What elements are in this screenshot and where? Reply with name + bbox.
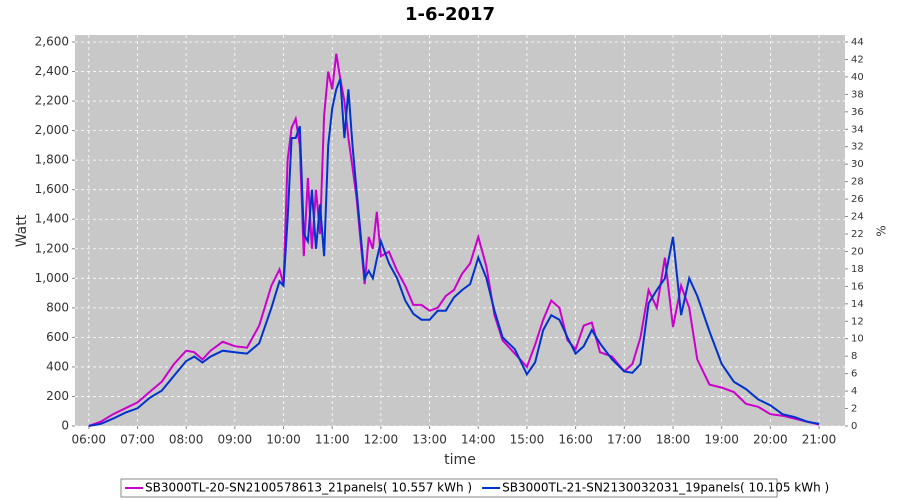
y2-tick-label: 34 [851,124,864,135]
plot-area [75,35,845,426]
y2-tick-label: 42 [851,54,864,65]
x-tick-label: 21:00 [802,433,837,447]
y2-tick-label: 6 [851,369,857,380]
y-tick-label: 600 [46,330,69,344]
x-tick-label: 11:00 [315,433,350,447]
chart-title: 1-6-2017 [405,4,495,25]
x-tick-label: 08:00 [169,433,204,447]
x-tick-label: 20:00 [753,433,788,447]
y2-tick-label: 38 [851,89,864,100]
legend-label: SB3000TL-21-SN2130032031_19panels( 10.10… [502,481,829,495]
x-axis-label: time [444,452,476,468]
x-tick-label: 07:00 [120,433,155,447]
y2-tick-label: 24 [851,212,864,223]
y-tick-label: 800 [46,300,69,314]
y-tick-label: 2,000 [35,123,69,137]
y2-tick-label: 40 [851,72,864,83]
y-axis-label: Watt [14,214,30,247]
y2-tick-label: 26 [851,194,864,205]
y2-tick-label: 30 [851,159,864,170]
y2-tick-label: 4 [851,386,857,397]
y2-tick-label: 10 [851,334,864,345]
series-line [88,53,820,427]
y-tick-label: 1,600 [35,182,69,196]
y2-tick-label: 14 [851,299,864,310]
y-tick-label: 200 [46,389,69,403]
y-tick-label: 400 [46,359,69,373]
x-tick-label: 17:00 [607,433,642,447]
x-tick-label: 18:00 [656,433,691,447]
y2-tick-label: 2 [851,404,857,415]
series-line [88,78,820,427]
legend-label: SB3000TL-20-SN2100578613_21panels( 10.55… [145,481,472,495]
y2-tick-label: 44 [851,37,864,48]
y2-tick-label: 20 [851,246,864,257]
y2-tick-label: 12 [851,316,864,327]
legend [120,478,778,498]
y2-tick-label: 0 [851,421,857,432]
y2-tick-label: 36 [851,107,864,118]
x-tick-label: 06:00 [71,433,106,447]
x-tick-label: 12:00 [364,433,399,447]
y2-tick-label: 28 [851,177,864,188]
y2-tick-label: 32 [851,142,864,153]
y2-tick-label: 16 [851,281,864,292]
y-tick-label: 2,400 [35,64,69,78]
x-tick-label: 19:00 [704,433,739,447]
x-tick-label: 10:00 [266,433,301,447]
y-tick-label: 1,200 [35,241,69,255]
x-tick-label: 13:00 [412,433,447,447]
y-tick-label: 2,600 [35,35,69,49]
y-tick-label: 1,800 [35,153,69,167]
y2-tick-label: 18 [851,264,864,275]
x-tick-label: 14:00 [461,433,496,447]
y2-tick-label: 8 [851,351,857,362]
y2-axis-label: % [875,225,889,236]
y-tick-label: 1,000 [35,271,69,285]
y-tick-label: 2,200 [35,94,69,108]
x-tick-label: 16:00 [558,433,593,447]
x-tick-label: 15:00 [510,433,545,447]
y-tick-label: 0 [61,419,69,433]
x-tick-label: 09:00 [218,433,253,447]
y2-tick-label: 22 [851,229,864,240]
y-tick-label: 1,400 [35,212,69,226]
